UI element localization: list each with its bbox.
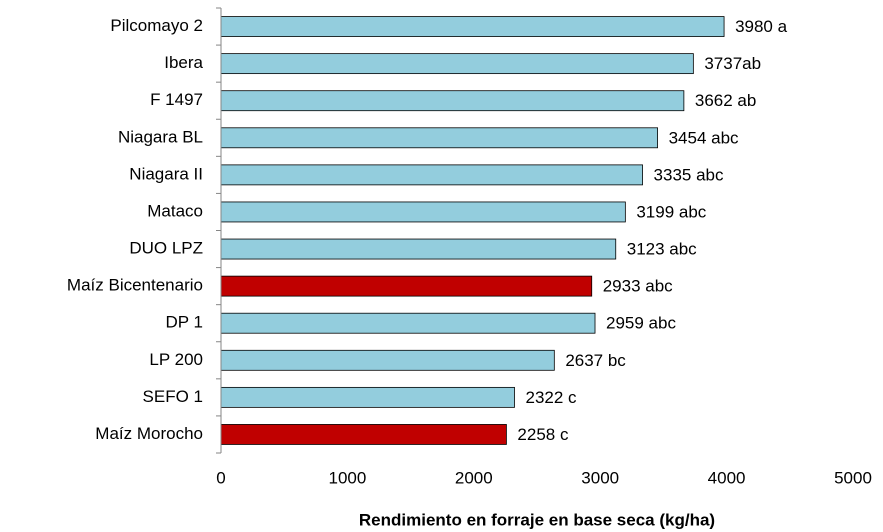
y-tick-label: LP 200: [149, 350, 203, 369]
y-tick-label: SEFO 1: [143, 387, 203, 406]
x-tick-label: 5000: [834, 468, 872, 487]
value-label: 2322 c: [526, 388, 578, 407]
value-label: 2933 abc: [603, 277, 673, 296]
value-label: 3737ab: [704, 54, 761, 73]
y-tick-label: Niagara BL: [118, 127, 203, 146]
bar: [220, 127, 658, 149]
bar: [220, 53, 694, 75]
bar: [220, 386, 515, 408]
bar: [220, 275, 593, 297]
value-label: 2959 abc: [606, 314, 676, 333]
value-label: 3662 ab: [695, 91, 756, 110]
bar: [220, 164, 643, 186]
bar: [220, 349, 555, 371]
value-label: 3454 abc: [669, 128, 739, 147]
value-label: 3199 abc: [636, 202, 706, 221]
value-label: 3335 abc: [654, 165, 724, 184]
bar: [220, 16, 725, 37]
y-tick-label: Pilcomayo 2: [110, 16, 203, 35]
value-label: 3980 a: [735, 17, 788, 36]
y-tick-label: DUO LPZ: [129, 239, 203, 258]
x-tick-label: 0: [216, 468, 225, 487]
value-label: 2637 bc: [565, 351, 626, 370]
x-tick-label: 1000: [328, 468, 366, 487]
value-label: 3123 abc: [627, 240, 697, 259]
y-tick-label: F 1497: [150, 90, 203, 109]
bar: [220, 424, 507, 445]
x-axis-title: Rendimiento en forraje en base seca (kg/…: [359, 510, 715, 529]
value-label: 2258 c: [517, 425, 569, 444]
y-tick-label: Maíz Bicentenario: [67, 276, 203, 295]
bar: [220, 238, 617, 260]
bar: [220, 201, 626, 223]
x-tick-label: 4000: [708, 468, 746, 487]
y-tick-label: DP 1: [166, 313, 204, 332]
x-tick-label: 3000: [581, 468, 619, 487]
y-tick-label: Ibera: [164, 53, 203, 72]
y-tick-label: Mataco: [147, 201, 203, 220]
bar: [220, 90, 685, 112]
y-tick-label: Niagara II: [129, 164, 203, 183]
y-tick-label: Maíz Morocho: [95, 424, 203, 443]
x-tick-label: 2000: [455, 468, 493, 487]
bar: [220, 312, 596, 334]
